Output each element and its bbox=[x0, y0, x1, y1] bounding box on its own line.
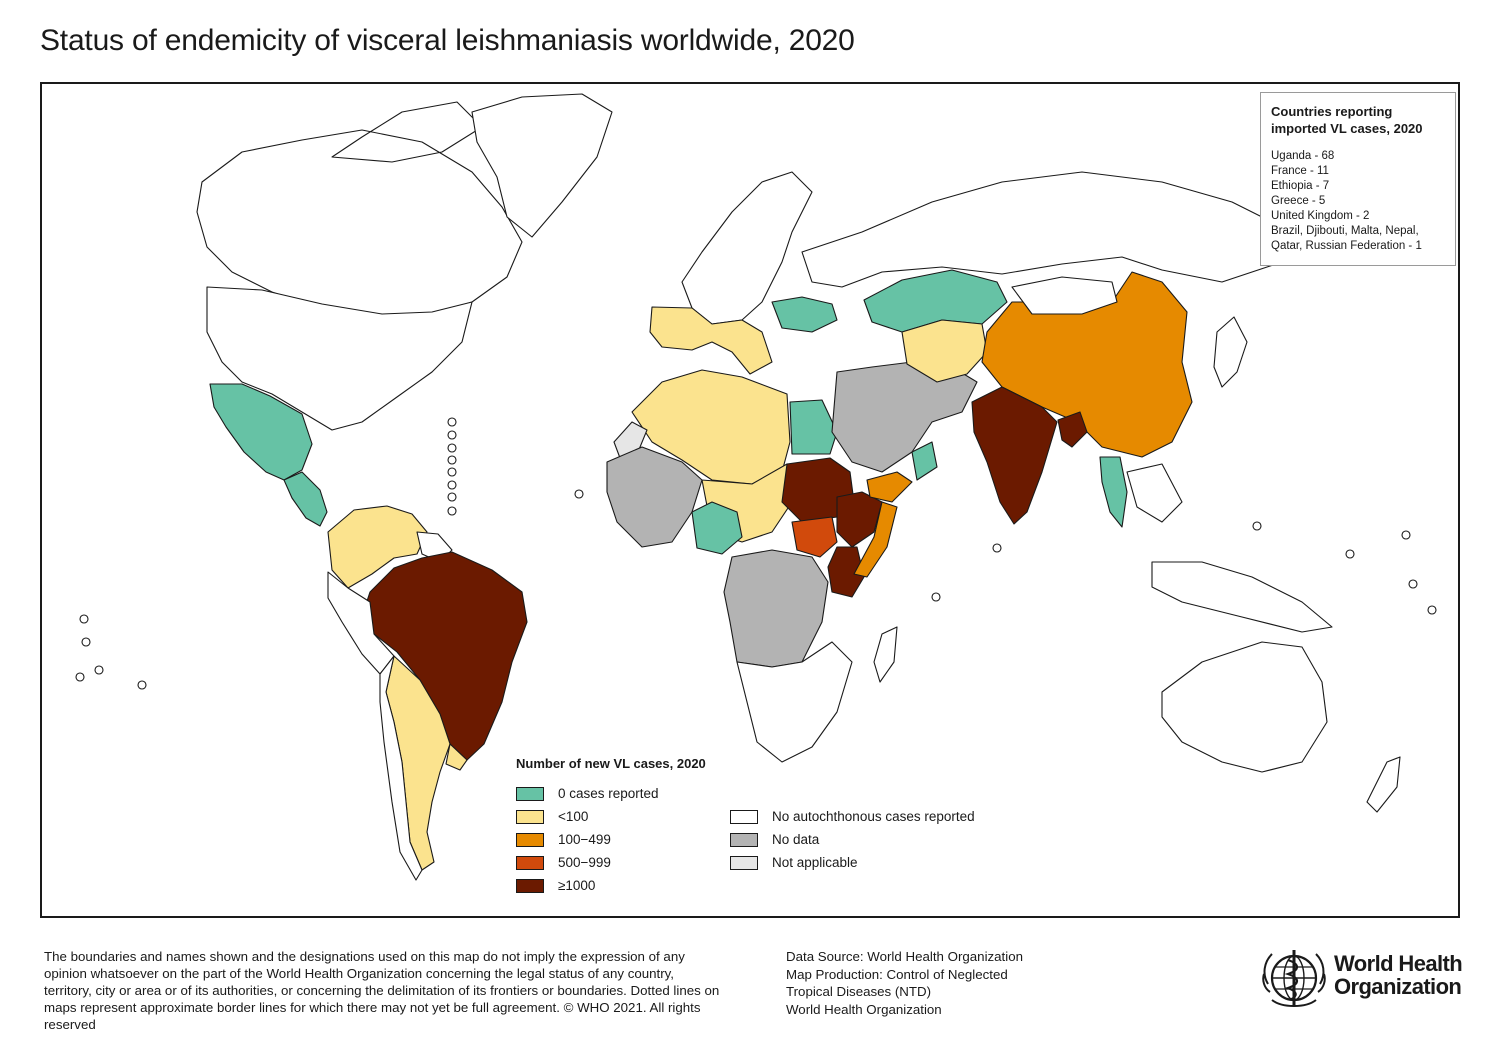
region-madagascar bbox=[873, 626, 898, 683]
region-canada bbox=[196, 101, 523, 321]
map-frame: Countries reporting imported VL cases, 2… bbox=[40, 82, 1460, 918]
region-southeast-asia bbox=[1126, 463, 1333, 633]
imported-item: Qatar, Russian Federation - 1 bbox=[1271, 240, 1422, 252]
region-egypt bbox=[789, 399, 838, 455]
legend-swatch bbox=[516, 832, 544, 847]
page-title: Status of endemicity of visceral leishma… bbox=[40, 24, 855, 57]
legend-title: Number of new VL cases, 2020 bbox=[516, 756, 706, 771]
region-yemen bbox=[866, 471, 913, 503]
legend-case-categories: 0 cases reported <100 100−499 500−999 ≥1… bbox=[516, 782, 659, 897]
region-new-zealand bbox=[1366, 756, 1401, 813]
legend-swatch bbox=[516, 878, 544, 893]
source-line: Tropical Diseases (NTD) bbox=[786, 984, 932, 999]
legend-item: No data bbox=[730, 828, 975, 851]
region-somalia bbox=[853, 501, 898, 578]
region-saudi-arabia-iran-iraq bbox=[831, 361, 978, 473]
small-islands bbox=[75, 417, 1437, 690]
region-mexico bbox=[209, 383, 313, 481]
legend-swatch bbox=[730, 832, 758, 847]
legend-label: 500−999 bbox=[558, 855, 611, 870]
region-greenland bbox=[471, 93, 613, 238]
region-australia bbox=[1161, 641, 1328, 773]
imported-item: Ethiopia - 7 bbox=[1271, 180, 1330, 192]
who-name-line2: Organization bbox=[1334, 974, 1462, 999]
imported-cases-list: Uganda - 68 France - 11 Ethiopia - 7 Gre… bbox=[1271, 149, 1445, 254]
imported-item: France - 11 bbox=[1271, 165, 1329, 177]
who-name: World Health Organization bbox=[1334, 951, 1463, 999]
legend-label: 100−499 bbox=[558, 832, 611, 847]
region-oman bbox=[911, 441, 938, 481]
legend-label: ≥1000 bbox=[558, 878, 596, 893]
region-kenya bbox=[827, 546, 865, 598]
data-source: Data Source: World Health Organization M… bbox=[786, 948, 1106, 1018]
legend-label: No autochthonous cases reported bbox=[772, 809, 975, 824]
map-legend: Number of new VL cases, 2020 0 cases rep… bbox=[516, 756, 1036, 906]
region-morocco-algeria-tunisia-libya bbox=[631, 369, 791, 485]
source-line: World Health Organization bbox=[786, 1001, 942, 1017]
imported-cases-title: Countries reporting imported VL cases, 2… bbox=[1271, 104, 1423, 136]
legend-item: 0 cases reported bbox=[516, 782, 659, 805]
region-india bbox=[971, 386, 1058, 525]
who-logo: World Health Organization bbox=[1258, 944, 1468, 1016]
region-russian-federation bbox=[801, 171, 1293, 288]
region-uruguay bbox=[445, 743, 468, 771]
region-central-america bbox=[283, 471, 328, 527]
region-japan bbox=[1213, 316, 1248, 388]
region-west-africa bbox=[606, 446, 703, 548]
region-mongolia bbox=[1011, 276, 1118, 315]
imported-item: United Kingdom - 2 bbox=[1271, 210, 1370, 222]
region-ethiopia bbox=[836, 491, 883, 548]
region-france-spain-italy bbox=[649, 306, 773, 375]
legend-item: No autochthonous cases reported bbox=[730, 805, 975, 828]
region-central-asia bbox=[901, 319, 988, 383]
imported-item: Brazil, Djibouti, Malta, Nepal, bbox=[1271, 225, 1419, 237]
region-thailand bbox=[1099, 456, 1128, 528]
imported-cases-box: Countries reporting imported VL cases, 2… bbox=[1260, 92, 1456, 266]
legend-swatch bbox=[730, 855, 758, 870]
source-line: Data Source: World Health Organization bbox=[786, 949, 1024, 964]
legend-swatch bbox=[516, 809, 544, 824]
legend-item: 100−499 bbox=[516, 828, 659, 851]
legend-item: Not applicable bbox=[730, 851, 975, 874]
region-nigeria bbox=[691, 501, 743, 555]
imported-item: Uganda - 68 bbox=[1271, 150, 1335, 162]
legend-item: 500−999 bbox=[516, 851, 659, 874]
region-south-sudan bbox=[791, 516, 838, 558]
legend-item: ≥1000 bbox=[516, 874, 659, 897]
region-brazil bbox=[363, 551, 528, 761]
disclaimer-text: The boundaries and names shown and the d… bbox=[44, 949, 720, 1032]
legend-swatch bbox=[730, 809, 758, 824]
world-map bbox=[75, 93, 1437, 881]
legend-swatch bbox=[516, 786, 544, 801]
legend-label: 0 cases reported bbox=[558, 786, 659, 801]
region-central-africa bbox=[723, 549, 829, 668]
region-kazakhstan bbox=[863, 269, 1008, 333]
region-southern-africa bbox=[736, 641, 853, 763]
who-name-line1: World Health bbox=[1334, 951, 1463, 976]
legend-item: <100 bbox=[516, 805, 659, 828]
legend-other-categories: No autochthonous cases reported No data … bbox=[730, 805, 975, 874]
legend-label: Not applicable bbox=[772, 855, 858, 870]
source-line: Map Production: Control of Neglected bbox=[786, 966, 1008, 982]
imported-item: Greece - 5 bbox=[1271, 195, 1326, 207]
region-ukraine bbox=[771, 296, 838, 333]
region-chile bbox=[379, 655, 423, 881]
legend-label: <100 bbox=[558, 809, 589, 824]
legend-label: No data bbox=[772, 832, 820, 847]
who-emblem-icon bbox=[1262, 950, 1326, 1007]
region-bangladesh bbox=[1057, 411, 1088, 448]
region-united-states bbox=[206, 286, 473, 431]
legend-swatch bbox=[516, 855, 544, 870]
region-venezuela-colombia bbox=[327, 505, 428, 589]
